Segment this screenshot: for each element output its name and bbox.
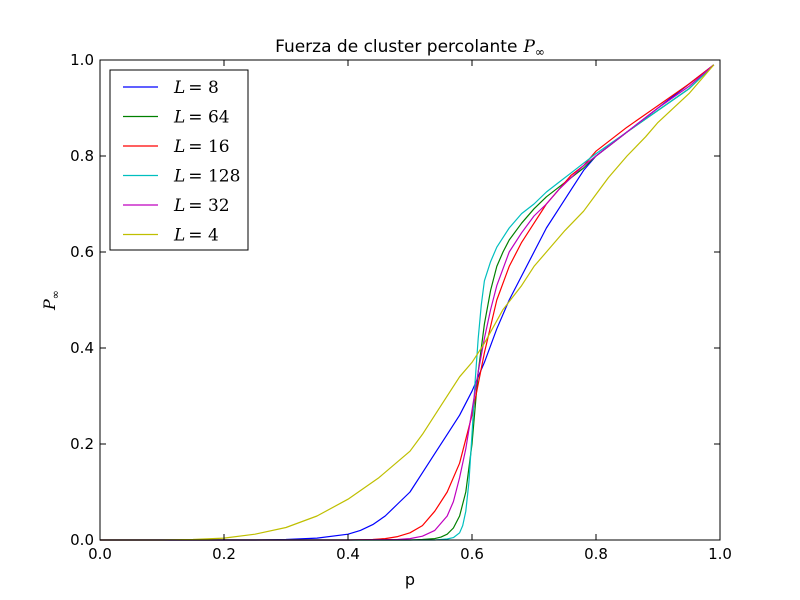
y-tick-label: 0.0 (70, 531, 94, 549)
y-tick-label: 1.0 (70, 51, 94, 69)
legend-entries: L = 8 L = 64 L = 16 L = 128 L = 32 L = 4 (123, 78, 240, 246)
series-line-4 (100, 64, 715, 541)
y-tick-label: 0.2 (70, 435, 94, 453)
x-tick-label: 0.6 (460, 545, 484, 563)
legend-label: L = 32 (173, 196, 230, 216)
legend-label: L = 8 (173, 78, 219, 98)
legend-label: L = 64 (173, 108, 230, 128)
tick-layer: 0.0 0.2 0.4 0.6 0.8 1.0 0.0 0.2 0.4 0.6 0.8 1.0 (70, 51, 732, 563)
x-axis-label: p (405, 570, 415, 589)
y-tick-label: 0.6 (70, 243, 94, 261)
legend-label: L = 16 (173, 137, 230, 157)
legend: L = 8 L = 64 L = 16 L = 128 L = 32 L = 4 (109, 69, 249, 251)
x-tick-label: 0.8 (584, 545, 608, 563)
y-tick-label: 0.4 (70, 339, 94, 357)
x-tick-label: 0.4 (336, 545, 360, 563)
y-tick-label: 0.8 (70, 147, 94, 165)
plot-frame (99, 59, 721, 541)
x-tick-label: 1.0 (708, 545, 732, 563)
chart-title: Fuerza de cluster percolante P∞ (275, 37, 545, 59)
x-tick-label: 0.2 (212, 545, 236, 563)
legend-box (109, 69, 249, 251)
legend-label: L = 4 (173, 226, 219, 246)
x-tick-label: 0.0 (88, 545, 112, 563)
legend-label: L = 128 (173, 167, 240, 187)
y-axis-label: P∞ (40, 290, 62, 311)
